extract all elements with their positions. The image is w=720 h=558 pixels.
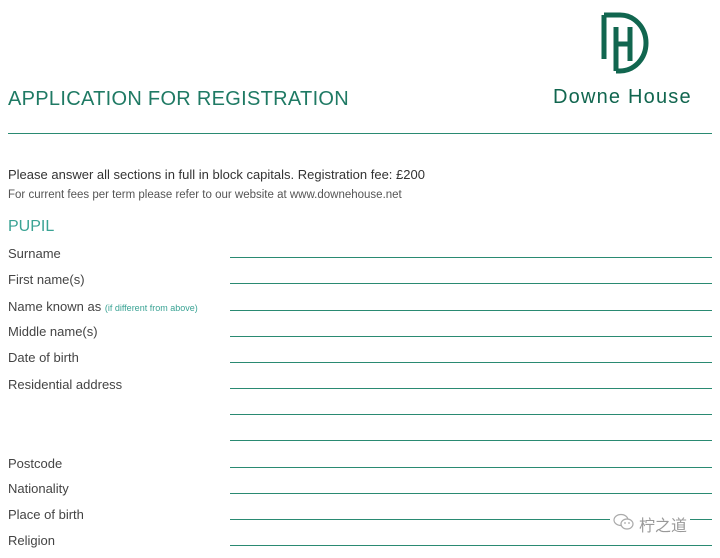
page-title: APPLICATION FOR REGISTRATION — [8, 88, 350, 110]
address-field-line-3[interactable] — [230, 440, 712, 441]
surname-field[interactable] — [230, 257, 712, 258]
first-names-field[interactable] — [230, 283, 712, 284]
fees-note: For current fees per term please refer t… — [8, 189, 402, 201]
downe-house-logo-icon — [598, 12, 656, 79]
nationality-field[interactable] — [230, 493, 712, 494]
label-name-known-as-text: Name known as — [8, 299, 102, 314]
brand-name: Downe House — [553, 86, 692, 108]
name-known-as-field[interactable] — [230, 310, 712, 311]
middle-names-field[interactable] — [230, 336, 712, 337]
section-title-pupil: PUPIL — [8, 218, 55, 235]
watermark-text: 柠之道 — [639, 518, 688, 535]
label-surname: Surname — [8, 246, 61, 261]
place-of-birth-field[interactable] — [230, 519, 712, 520]
label-residential-address: Residential address — [8, 377, 123, 392]
label-nationality: Nationality — [8, 481, 69, 496]
label-date-of-birth: Date of birth — [8, 350, 79, 365]
address-field-line-1[interactable] — [230, 388, 712, 389]
label-middle-names: Middle name(s) — [8, 324, 98, 339]
header-divider — [8, 133, 712, 134]
address-field-line-2[interactable] — [230, 414, 712, 415]
label-first-names: First name(s) — [8, 272, 85, 287]
religion-field[interactable] — [230, 545, 712, 546]
label-postcode: Postcode — [8, 456, 63, 471]
wechat-icon — [613, 513, 635, 536]
date-of-birth-field[interactable] — [230, 362, 712, 363]
label-name-known-as: Name known as (if different from above) — [8, 299, 198, 314]
watermark: 柠之道 — [610, 512, 691, 536]
name-known-as-note: (if different from above) — [104, 303, 198, 313]
instructions-text: Please answer all sections in full in bl… — [8, 167, 425, 182]
label-place-of-birth: Place of birth — [8, 507, 84, 522]
label-religion: Religion — [8, 533, 55, 548]
postcode-field[interactable] — [230, 467, 712, 468]
